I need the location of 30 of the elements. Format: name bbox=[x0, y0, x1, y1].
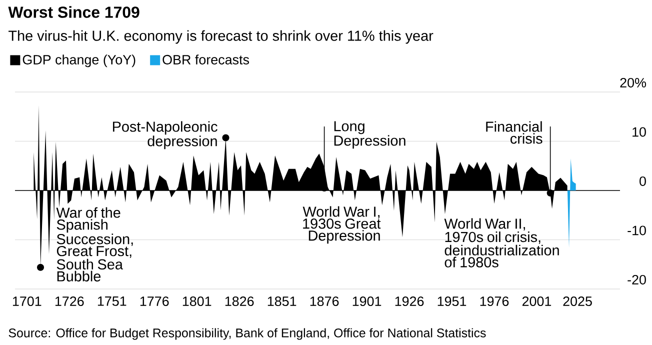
x-tick-label: 1726 bbox=[55, 296, 84, 306]
y-tick-label: 10 bbox=[632, 127, 646, 137]
x-tick-label: 1801 bbox=[182, 296, 212, 306]
x-tick-label: 1926 bbox=[395, 296, 424, 306]
x-tick-label: 2001 bbox=[522, 296, 552, 306]
x-tick-label: 1976 bbox=[480, 296, 509, 306]
x-tick-label: 1876 bbox=[310, 296, 339, 306]
chart-title: Worst Since 1709 bbox=[8, 6, 140, 18]
annotation: World War II, 1970s oil crisis, deindustrialization of 1980s bbox=[444, 218, 559, 268]
annotation: War of the Spanish Succession, Great Frost, South Sea Bubble bbox=[56, 207, 133, 282]
y-tick-label: 0 bbox=[640, 176, 646, 186]
legend-label: OBR forecasts bbox=[162, 54, 249, 64]
annotation: Financial crisis bbox=[486, 121, 542, 144]
x-tick-label: 1951 bbox=[438, 296, 466, 306]
source-note: Source: Office for Budget Responsibility, Bank of England, Office for National Statistics bbox=[8, 328, 486, 340]
y-tick-label: -20 bbox=[628, 274, 646, 284]
chart-subtitle: The virus-hit U.K. economy is forecast to shrink over 11% this year bbox=[8, 30, 434, 44]
x-tick-label: 1751 bbox=[98, 296, 126, 306]
annotation: Long Depression bbox=[334, 121, 406, 149]
y-tick-label: 20% bbox=[620, 78, 646, 88]
x-tick-label: 2025 bbox=[563, 296, 592, 306]
x-tick-label: 1901 bbox=[352, 296, 382, 306]
legend-label: GDP change (YoY) bbox=[22, 54, 136, 68]
annotation: World War I, 1930s Great Depression bbox=[302, 206, 381, 244]
x-tick-label: 1851 bbox=[268, 296, 296, 306]
x-tick-label: 1826 bbox=[225, 296, 254, 306]
x-tick-label: 1701 bbox=[12, 296, 42, 306]
y-tick-label: -10 bbox=[628, 226, 646, 236]
x-tick-label: 1776 bbox=[140, 296, 169, 306]
annotation: Post-Napoleonic depression bbox=[112, 121, 218, 150]
